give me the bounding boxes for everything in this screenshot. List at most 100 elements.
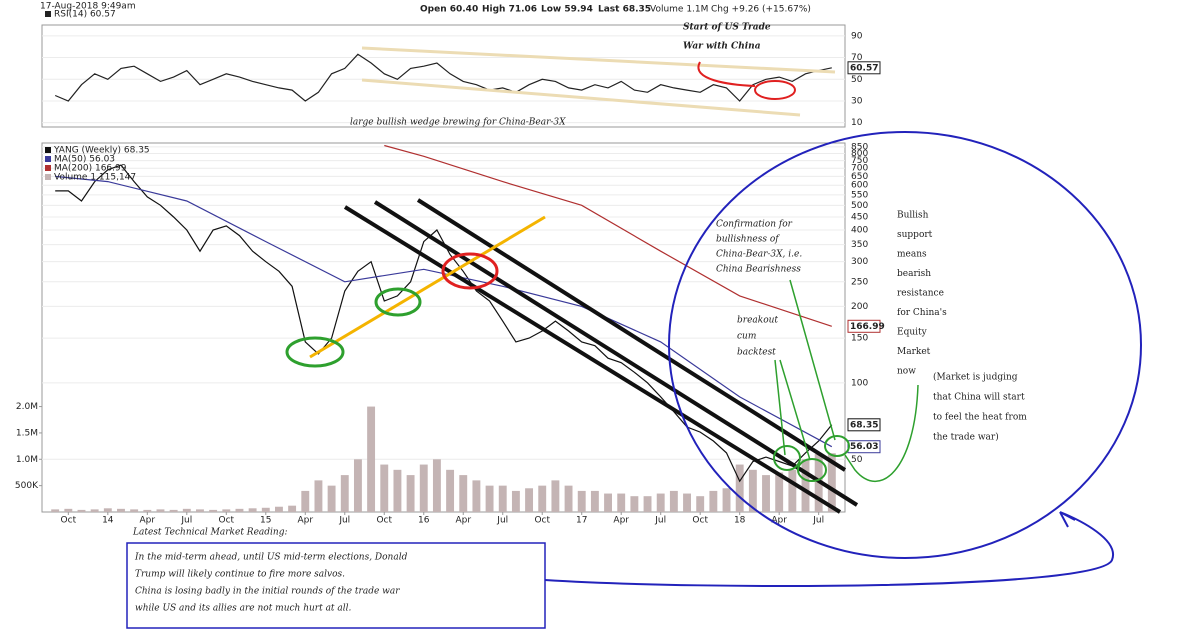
value-tag-box [847, 61, 881, 75]
last: Last 68.35 [598, 5, 651, 15]
volume-bar [630, 496, 639, 512]
x-tick-label: 15 [260, 516, 271, 526]
annotation-text: China-Bear-3X, i.e. [716, 250, 802, 260]
low: Low 59.94 [541, 5, 593, 15]
legend-entry: YANG (Weekly) 68.35 [53, 146, 150, 156]
volume-bar [380, 464, 389, 512]
volume-bar [551, 480, 560, 512]
blue-circle [668, 131, 1142, 559]
y-tick-label: 50 [851, 75, 863, 85]
y-tick-label: 850 [851, 142, 868, 152]
volume-bar [669, 490, 678, 512]
y2-tick-label: 2.0M [16, 402, 38, 412]
x-tick-label: Oct [61, 516, 77, 526]
annotation-text: large bullish wedge brewing for China-Be… [350, 118, 566, 128]
timestamp: 17-Aug-2018 9:49am [40, 2, 136, 12]
legend-entry: MA(200) 166.99 [54, 164, 127, 174]
annotation-layer: Start of US Trade War with China large bul… [132, 23, 1027, 614]
volume-bar [788, 469, 797, 512]
blue-arrow [544, 511, 1115, 587]
y-tick-label: 100 [851, 378, 868, 388]
x-tick-label: Apr [455, 516, 471, 526]
series-line [55, 164, 833, 483]
volume-bar [182, 508, 191, 512]
x-tick-label: Oct [534, 516, 550, 526]
y-tick-label: 750 [851, 156, 868, 166]
y-tick-label: 350 [851, 240, 868, 250]
y-tick-label: 10 [851, 118, 863, 128]
annotation-text: support [897, 230, 933, 240]
volume-bar [459, 475, 468, 512]
annotation-text: cum [737, 332, 756, 342]
volume-bar [827, 453, 836, 512]
y-tick-label: 700 [851, 164, 868, 174]
volume-bar [485, 485, 494, 512]
channel-line [416, 198, 847, 472]
volume-bar [617, 493, 626, 512]
volume-bar [196, 509, 204, 512]
annotation-text: Latest Technical Market Reading: [132, 528, 288, 538]
red-arrow [697, 61, 756, 87]
annotation-text: the trade war) [933, 432, 999, 443]
volume-bar [722, 488, 731, 512]
volume-bar [419, 464, 428, 512]
value-tag: 56.03 [850, 442, 878, 452]
x-tick-label: Jul [812, 516, 824, 526]
channel-line [343, 205, 842, 514]
volume-bar [446, 469, 455, 512]
green-pointer [774, 279, 919, 482]
x-tick-label: Oct [692, 516, 708, 526]
volume-bar [77, 509, 86, 512]
annotation-text: resistance [897, 289, 944, 299]
annotation-text: breakout [737, 316, 778, 326]
volume-bar [340, 475, 349, 512]
annotation-text: Start of US Trade [683, 23, 771, 33]
x-tick-label: Jul [654, 516, 666, 526]
value-tag-box [847, 319, 881, 333]
wedge-line [361, 78, 801, 117]
legend-swatch [45, 147, 51, 153]
y2-tick-label: 1.5M [16, 428, 38, 438]
x-tick-label: 18 [734, 516, 746, 526]
legend-entry: RSI(14) 60.57 [54, 10, 116, 20]
volume-bar [538, 485, 547, 512]
annotation-text: Market [897, 347, 931, 357]
legend-swatch [45, 11, 51, 17]
rsi-frame [41, 24, 846, 128]
volume-bar [564, 485, 573, 512]
y-tick-label: 90 [851, 31, 863, 41]
volume-bar [353, 459, 362, 512]
volume-bar [103, 508, 112, 512]
volume-bar [261, 507, 270, 512]
volume-bar [301, 490, 310, 512]
volume-bar [327, 485, 336, 512]
y-tick-label: 150 [851, 334, 868, 344]
y2-tick-label: 1.0M [16, 455, 38, 465]
volume-bar [156, 509, 165, 512]
y-tick-label: 250 [851, 277, 868, 287]
drawings [126, 46, 1142, 629]
volume-bar [735, 464, 744, 512]
annotation-text: Confirmation for [716, 220, 793, 230]
legend-swatch [45, 156, 51, 162]
volume-bar [801, 459, 810, 512]
legend-entry: Volume 1,115,147 [54, 173, 136, 183]
volume-bar [51, 509, 60, 512]
volume-bar [209, 509, 218, 512]
volume-bar [288, 505, 297, 512]
annotation-text: means [897, 250, 927, 260]
legend-swatch [45, 165, 51, 171]
annotation-text: now [897, 367, 916, 377]
volume-bar [235, 508, 244, 512]
volume-bar [577, 490, 586, 512]
x-tick-label: Oct [219, 516, 235, 526]
value-tag: 68.35 [850, 420, 878, 430]
volume-bar [498, 485, 507, 512]
y-tick-label: 70 [851, 53, 863, 63]
volume-bar [169, 509, 178, 512]
annotation-text: China Bearishness [716, 265, 801, 275]
x-tick-label: Apr [140, 516, 156, 526]
volume-bar [775, 472, 784, 512]
plot-layer: 10 30 50 70 90 RSI(14) 60.57 60.57 50 100 150 200 2… [15, 10, 885, 526]
